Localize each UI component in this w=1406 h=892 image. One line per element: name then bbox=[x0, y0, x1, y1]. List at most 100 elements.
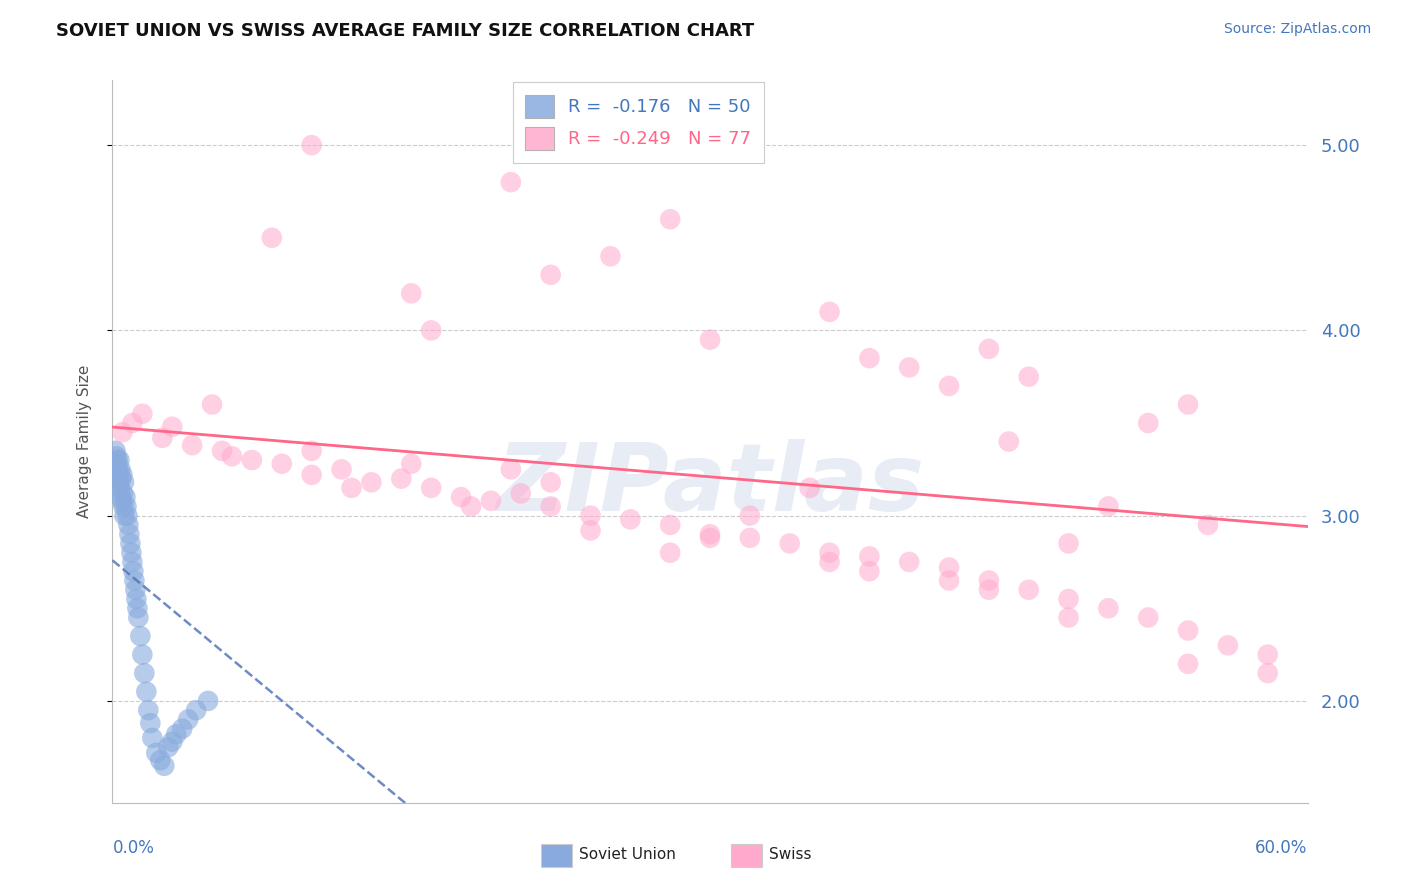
Point bbox=[1097, 601, 1119, 615]
Point bbox=[107, 453, 129, 467]
Point bbox=[104, 443, 127, 458]
Point bbox=[898, 555, 921, 569]
Point bbox=[1257, 648, 1279, 662]
Text: SOVIET UNION VS SWISS AVERAGE FAMILY SIZE CORRELATION CHART: SOVIET UNION VS SWISS AVERAGE FAMILY SIZ… bbox=[56, 22, 755, 40]
Point bbox=[301, 443, 323, 458]
Point bbox=[938, 574, 960, 588]
Point bbox=[938, 560, 960, 574]
Point bbox=[121, 416, 143, 430]
Point bbox=[211, 443, 233, 458]
Point bbox=[499, 462, 522, 476]
Point bbox=[401, 286, 423, 301]
Point bbox=[162, 419, 183, 434]
Point bbox=[114, 490, 136, 504]
Point bbox=[898, 360, 921, 375]
Point bbox=[129, 629, 152, 643]
Point bbox=[115, 500, 138, 514]
Point bbox=[131, 407, 153, 421]
Point bbox=[799, 481, 821, 495]
Point bbox=[108, 481, 131, 495]
Point bbox=[111, 486, 134, 500]
Point bbox=[153, 758, 176, 772]
Point bbox=[181, 438, 204, 452]
Point bbox=[738, 508, 761, 523]
Point bbox=[460, 500, 482, 514]
Point bbox=[201, 397, 224, 411]
Text: 0.0%: 0.0% bbox=[112, 838, 155, 857]
Point bbox=[110, 490, 132, 504]
Point bbox=[779, 536, 801, 550]
Point bbox=[738, 531, 761, 545]
Point bbox=[420, 323, 443, 337]
Point bbox=[1018, 369, 1040, 384]
Text: Source: ZipAtlas.com: Source: ZipAtlas.com bbox=[1223, 22, 1371, 37]
Point bbox=[149, 753, 172, 767]
Text: ZIPatlas: ZIPatlas bbox=[496, 439, 924, 531]
Point bbox=[540, 268, 562, 282]
Point bbox=[599, 249, 621, 263]
Point bbox=[818, 546, 841, 560]
Point bbox=[197, 694, 219, 708]
Point bbox=[105, 457, 128, 471]
Point bbox=[111, 425, 134, 440]
Point bbox=[157, 740, 180, 755]
Point bbox=[150, 431, 173, 445]
Point bbox=[579, 508, 602, 523]
Point bbox=[114, 508, 135, 523]
Point bbox=[221, 450, 243, 464]
Y-axis label: Average Family Size: Average Family Size bbox=[77, 365, 91, 518]
Point bbox=[110, 462, 132, 476]
Point bbox=[1216, 638, 1239, 652]
Point bbox=[118, 527, 141, 541]
Point bbox=[111, 493, 134, 508]
Point bbox=[619, 512, 641, 526]
Point bbox=[818, 555, 841, 569]
Point bbox=[172, 722, 194, 736]
Point bbox=[301, 467, 323, 482]
Point bbox=[134, 666, 156, 681]
Point bbox=[270, 457, 292, 471]
Point bbox=[141, 731, 163, 745]
Point bbox=[111, 467, 134, 482]
Point bbox=[659, 212, 682, 227]
Point bbox=[122, 564, 145, 578]
Point bbox=[121, 555, 143, 569]
Point bbox=[1057, 536, 1080, 550]
Point bbox=[659, 517, 682, 532]
Point bbox=[107, 462, 129, 476]
Point bbox=[1137, 610, 1160, 624]
Point bbox=[699, 333, 721, 347]
Point bbox=[1197, 517, 1219, 532]
Point bbox=[858, 351, 880, 366]
Point bbox=[162, 734, 183, 748]
Point bbox=[120, 536, 142, 550]
Point bbox=[1177, 397, 1199, 411]
Point bbox=[450, 490, 472, 504]
Point bbox=[420, 481, 443, 495]
Point bbox=[110, 472, 132, 486]
Text: Swiss: Swiss bbox=[769, 847, 811, 862]
Point bbox=[389, 472, 412, 486]
Point bbox=[1018, 582, 1040, 597]
Point bbox=[479, 493, 502, 508]
Point bbox=[699, 527, 721, 541]
Point bbox=[117, 517, 139, 532]
Point bbox=[1257, 666, 1279, 681]
Point bbox=[659, 546, 682, 560]
Point bbox=[108, 453, 131, 467]
Point bbox=[579, 524, 602, 538]
Point bbox=[177, 713, 200, 727]
Point bbox=[108, 475, 131, 490]
Point bbox=[540, 500, 562, 514]
Point bbox=[138, 703, 160, 717]
Point bbox=[699, 531, 721, 545]
Point bbox=[120, 546, 142, 560]
Point bbox=[1057, 610, 1080, 624]
Point bbox=[112, 475, 135, 490]
Point bbox=[125, 592, 148, 607]
Point bbox=[340, 481, 363, 495]
Point bbox=[1097, 500, 1119, 514]
Point bbox=[240, 453, 263, 467]
Point bbox=[105, 450, 128, 464]
Point bbox=[998, 434, 1021, 449]
